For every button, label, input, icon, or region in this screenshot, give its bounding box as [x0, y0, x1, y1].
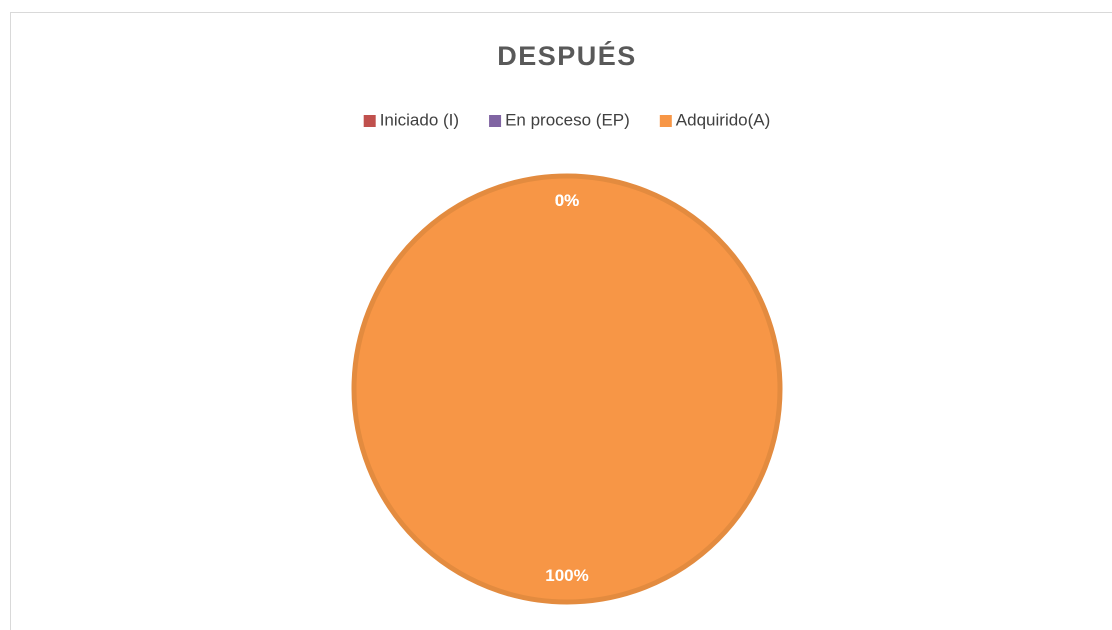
legend-label: Adquirido(A) [676, 110, 771, 129]
chart-title: DESPUÉS [497, 40, 637, 71]
legend-swatch [659, 115, 672, 127]
legend-label: Iniciado (I) [380, 110, 459, 129]
legend-swatch [489, 115, 502, 127]
data-label: 100% [545, 566, 588, 585]
pie-slice [351, 173, 783, 605]
data-label: 0% [555, 191, 580, 210]
legend-label: En proceso (EP) [505, 110, 630, 129]
legend: Iniciado (I) En proceso (EP) Adquirido(A) [363, 110, 771, 129]
legend-swatch [363, 115, 376, 127]
data-label: 0% [555, 191, 580, 210]
